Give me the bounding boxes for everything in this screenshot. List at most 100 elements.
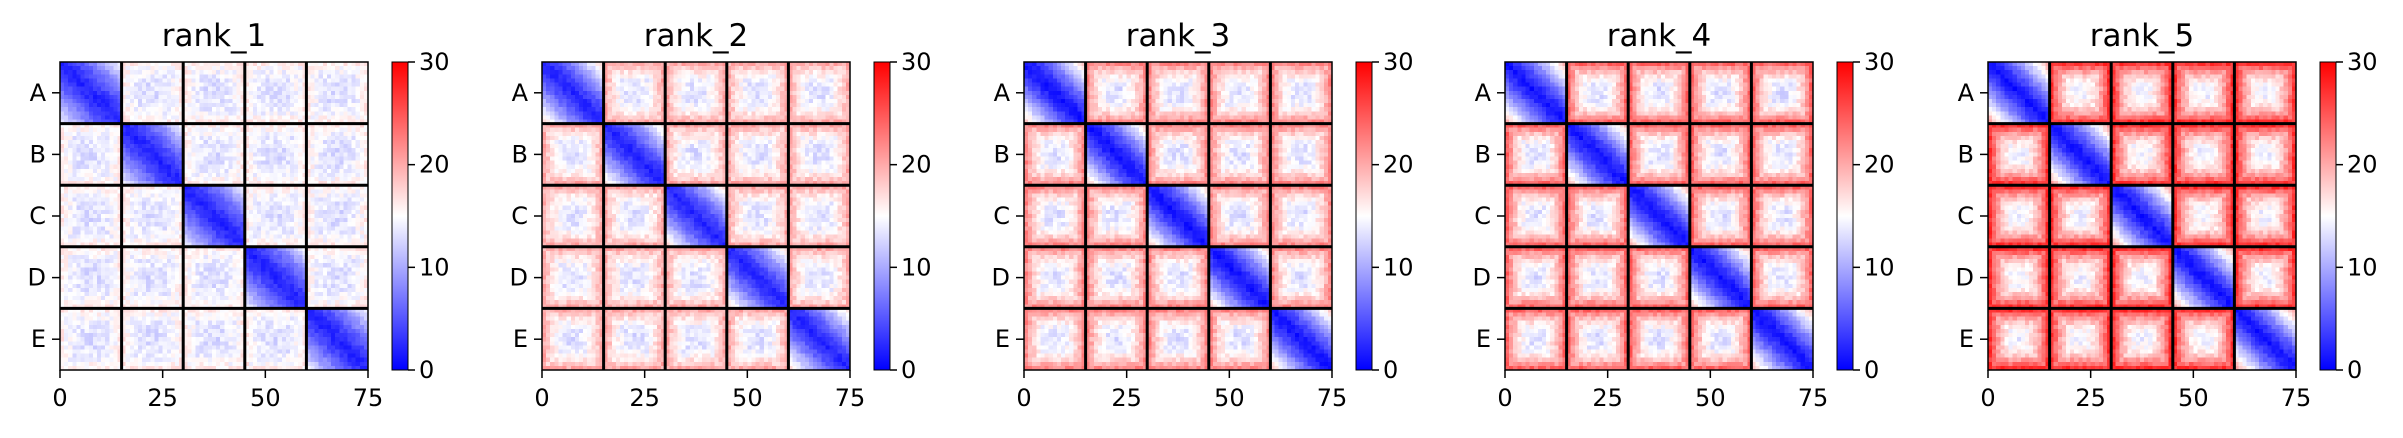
- heatmap-cell: [232, 169, 237, 174]
- heatmap-cell: [257, 251, 262, 256]
- heatmap-cell: [138, 280, 143, 285]
- heatmap-cell: [360, 99, 365, 104]
- heatmap-cell: [159, 70, 164, 75]
- heatmap-cell: [286, 288, 291, 293]
- heatmap-cell: [290, 214, 295, 219]
- heatmap-cell: [72, 325, 77, 330]
- heatmap-cell: [347, 95, 352, 100]
- heatmap-cell: [109, 222, 114, 227]
- heatmap-cell: [171, 156, 176, 161]
- heatmap-cell: [150, 115, 155, 120]
- heatmap-cell: [352, 288, 357, 293]
- heatmap-cell: [290, 144, 295, 149]
- heatmap-cell: [134, 156, 139, 161]
- heatmap-cell: [269, 263, 274, 268]
- heatmap-cell: [212, 161, 217, 166]
- heatmap-cell: [228, 66, 233, 71]
- heatmap-cell: [113, 226, 118, 231]
- heatmap-cell: [232, 156, 237, 161]
- heatmap-cell: [101, 288, 106, 293]
- heatmap-cell: [93, 115, 98, 120]
- heatmap-cell: [113, 288, 118, 293]
- heatmap-cell: [150, 74, 155, 79]
- heatmap-cell: [335, 87, 340, 92]
- heatmap-cell: [142, 206, 147, 211]
- heatmap-cell: [339, 136, 344, 141]
- heatmap-cell: [261, 210, 266, 215]
- heatmap-cell: [269, 91, 274, 96]
- heatmap-cell: [85, 202, 90, 207]
- heatmap-cell: [196, 198, 201, 203]
- heatmap-cell: [274, 148, 279, 153]
- heatmap-cell: [64, 165, 69, 170]
- heatmap-cell: [163, 202, 168, 207]
- heatmap-cell: [134, 198, 139, 203]
- heatmap-cell: [290, 91, 295, 96]
- heatmap-cell: [360, 280, 365, 285]
- heatmap-cell: [331, 111, 336, 116]
- heatmap-cell: [294, 66, 299, 71]
- heatmap-cell: [356, 165, 361, 170]
- heatmap-cell: [64, 218, 69, 223]
- heatmap-cell: [109, 206, 114, 211]
- heatmap-cell: [142, 333, 147, 338]
- heatmap-cell: [146, 103, 151, 108]
- heatmap-cell: [142, 91, 147, 96]
- heatmap-cell: [249, 280, 254, 285]
- heatmap-cell: [335, 99, 340, 104]
- heatmap-cell: [339, 325, 344, 330]
- heatmap-cell: [163, 144, 168, 149]
- heatmap-cell: [356, 313, 361, 318]
- heatmap-cell: [138, 177, 143, 182]
- heatmap-cell: [187, 156, 192, 161]
- heatmap-cell: [109, 152, 114, 157]
- heatmap-cell: [315, 292, 320, 297]
- heatmap-cell: [249, 202, 254, 207]
- heatmap-cell: [208, 66, 213, 71]
- heatmap-cell: [105, 165, 110, 170]
- heatmap-cell: [343, 83, 348, 88]
- heatmap-cell: [257, 140, 262, 145]
- heatmap-cell: [93, 165, 98, 170]
- heatmap-cell: [196, 87, 201, 92]
- heatmap-cell: [138, 165, 143, 170]
- heatmap-cell: [196, 95, 201, 100]
- heatmap-cell: [224, 267, 229, 272]
- heatmap-cell: [290, 300, 295, 305]
- heatmap-cell: [356, 214, 361, 219]
- heatmap-cell: [93, 259, 98, 264]
- heatmap-cell: [286, 239, 291, 244]
- heatmap-cell: [81, 136, 86, 141]
- heatmap-cell: [68, 193, 73, 198]
- heatmap-cell: [224, 259, 229, 264]
- heatmap-cell: [294, 173, 299, 178]
- heatmap-cell: [327, 91, 332, 96]
- heatmap-cell: [339, 222, 344, 227]
- heatmap-cell: [216, 226, 221, 231]
- heatmap-cell: [171, 198, 176, 203]
- heatmap-cell: [81, 148, 86, 153]
- heatmap-cell: [93, 222, 98, 227]
- heatmap-cell: [261, 161, 266, 166]
- heatmap-cell: [68, 210, 73, 215]
- heatmap-cell: [130, 271, 135, 276]
- heatmap-cell: [64, 206, 69, 211]
- heatmap-cell: [327, 66, 332, 71]
- heatmap-cell: [339, 128, 344, 133]
- heatmap-cell: [319, 263, 324, 268]
- heatmap-cell: [93, 214, 98, 219]
- heatmap-cell: [76, 136, 81, 141]
- heatmap-cell: [298, 271, 303, 276]
- heatmap-cell: [298, 111, 303, 116]
- heatmap-cell: [347, 91, 352, 96]
- heatmap-cell: [208, 271, 213, 276]
- heatmap-cell: [175, 296, 180, 301]
- heatmap-cell: [134, 87, 139, 92]
- heatmap-cell: [331, 95, 336, 100]
- heatmap-cell: [109, 321, 114, 326]
- heatmap-cell: [159, 255, 164, 260]
- heatmap-cell: [335, 83, 340, 88]
- heatmap-cell: [167, 210, 172, 215]
- heatmap-cell: [339, 234, 344, 239]
- heatmap-cell: [191, 210, 196, 215]
